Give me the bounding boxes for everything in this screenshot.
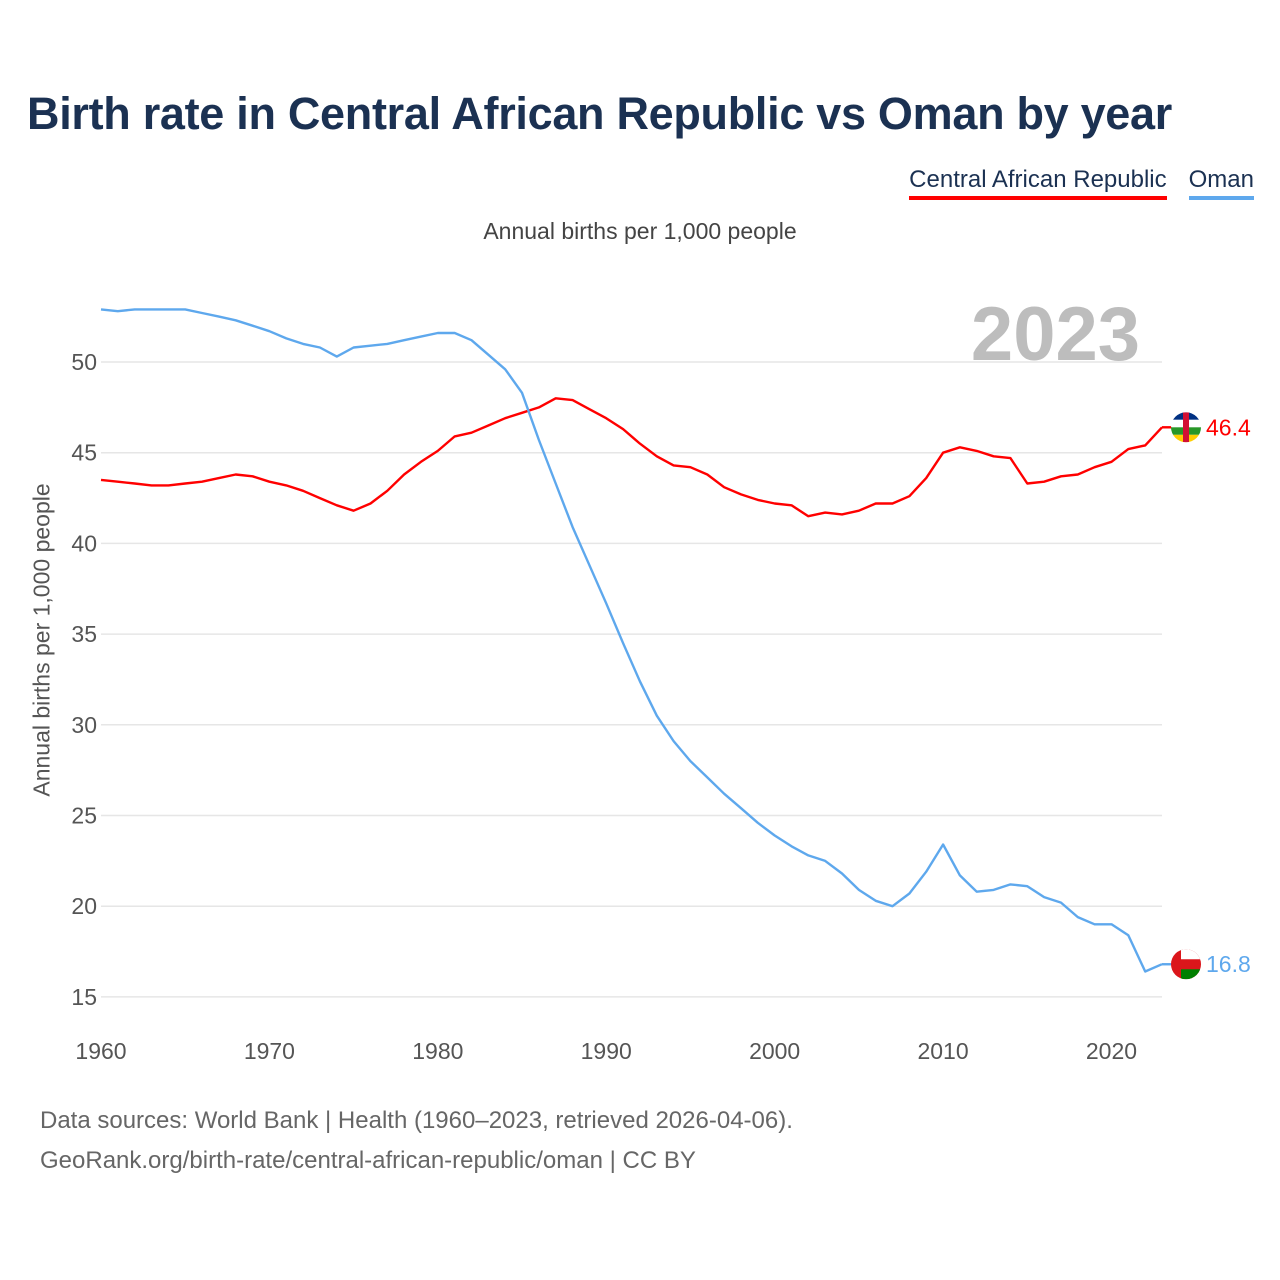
footer-sources: Data sources: World Bank | Health (1960–… [40,1107,793,1134]
end-value-label: 16.8 [1206,951,1251,977]
legend: Central African Republic Oman [909,166,1254,200]
x-tick-label: 1970 [244,1038,295,1064]
x-tick-label: 1960 [75,1038,126,1064]
flag-body [1171,949,1201,980]
y-tick-label: 45 [71,440,97,466]
y-tick-label: 35 [71,621,97,647]
chart-title: Birth rate in Central African Republic v… [27,88,1172,139]
end-value-label: 46.4 [1206,414,1251,440]
oman-flag-icon [1171,949,1201,980]
flag-stripe [1181,949,1201,960]
flag-body [1171,412,1201,443]
y-tick-label: 20 [71,893,97,919]
legend-item-central-african-republic[interactable]: Central African Republic [909,166,1167,200]
legend-item-oman[interactable]: Oman [1188,166,1254,200]
x-tick-label: 1980 [412,1038,463,1064]
y-tick-label: 50 [71,349,97,375]
y-tick-label: 30 [71,712,97,738]
flag-stripe [1181,969,1201,980]
x-tick-label: 2000 [749,1038,800,1064]
current-year-label: 2023 [971,292,1140,377]
x-tick-label: 2010 [917,1038,968,1064]
central-african-republic-flag-icon [1171,412,1201,443]
footer-url[interactable]: GeoRank.org/birth-rate/central-african-r… [40,1147,696,1174]
y-tick-label: 40 [71,530,97,556]
series-line-oman [100,308,1163,973]
x-tick-label: 1990 [581,1038,632,1064]
y-tick-label: 15 [71,984,97,1010]
chart-subtitle: Annual births per 1,000 people [483,218,797,244]
series-line-central-african-republic [100,397,1163,518]
y-tick-label: 25 [71,803,97,829]
flag-stripe [1183,412,1189,443]
x-tick-label: 2020 [1086,1038,1137,1064]
